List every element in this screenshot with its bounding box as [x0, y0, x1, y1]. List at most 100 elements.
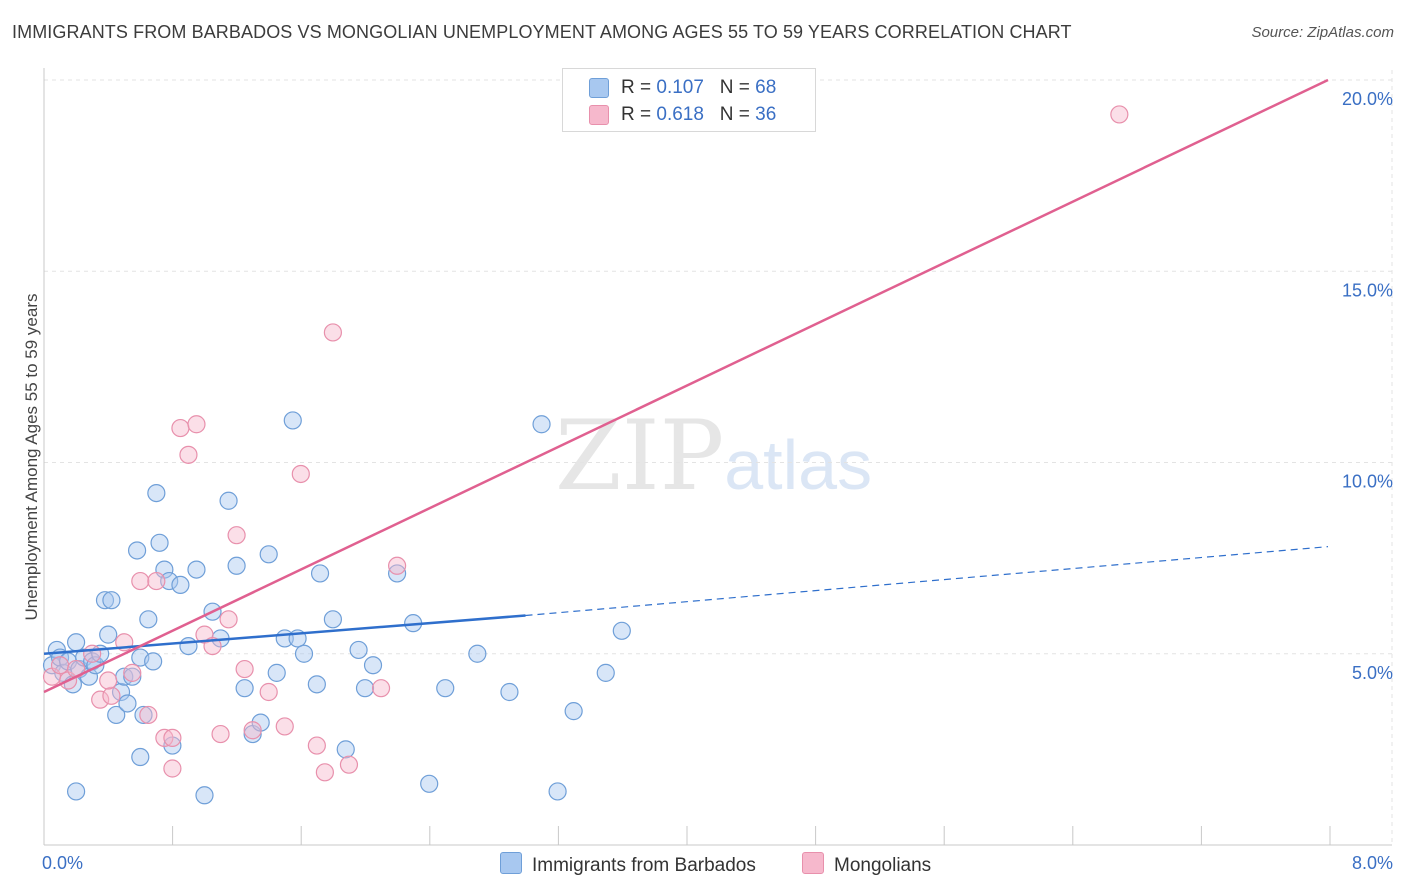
barbados-point — [259, 545, 278, 564]
barbados-point — [420, 774, 439, 793]
barbados-point — [219, 491, 238, 510]
mongolian-point — [123, 663, 142, 682]
barbados-point — [95, 591, 115, 610]
mongolian-point — [179, 445, 198, 464]
mongolian-point — [315, 763, 334, 782]
y-tick-label: 10.0% — [1342, 472, 1393, 492]
watermark: ZIPatlas — [555, 400, 872, 512]
x-tick-label: 8.0% — [1352, 853, 1393, 873]
bottom-legend-mongolians: Mongolians — [802, 852, 931, 877]
barbados-point — [111, 682, 131, 702]
mongolian-point — [291, 464, 310, 484]
barbados-point — [310, 564, 330, 583]
mongolian-point — [102, 686, 121, 705]
mongolian-point — [163, 759, 182, 778]
barbados-point — [336, 740, 355, 759]
mongolian-point — [339, 755, 359, 774]
y-tick-label: 15.0% — [1342, 280, 1393, 300]
mongolian-point — [219, 610, 238, 629]
barbados-point — [235, 679, 254, 698]
barbados-point — [355, 679, 375, 698]
mongolian-point — [50, 656, 70, 675]
barbados-point — [596, 663, 615, 682]
barbados-point — [500, 682, 519, 702]
mongolian-point — [91, 690, 110, 709]
mongolian-point — [235, 659, 254, 679]
mongolian-point — [388, 556, 407, 575]
y-axis-label: Unemployment Among Ages 55 to 59 years — [22, 294, 41, 621]
barbados-point — [227, 556, 246, 575]
barbados-point — [144, 652, 163, 671]
legend-n-value-barbados: 68 — [755, 77, 777, 98]
barbados-point — [147, 484, 166, 503]
barbados-point — [127, 541, 147, 560]
y-tick-label: 20.0% — [1342, 89, 1393, 109]
legend-r-value-mongolians: 0.618 — [656, 104, 704, 125]
barbados-point — [349, 640, 368, 660]
barbados-point — [102, 591, 121, 610]
barbados-point — [171, 575, 190, 595]
mongolian-point — [139, 705, 158, 725]
barbados-point — [187, 560, 206, 579]
barbados-point — [323, 610, 342, 629]
barbados-trend-line — [43, 614, 526, 655]
source-credit: Source: ZipAtlas.com — [1251, 24, 1394, 41]
barbados-trend-extension — [525, 546, 1329, 617]
legend-n-label: N = — [719, 77, 756, 98]
barbados-point — [118, 694, 137, 713]
mongolian-point — [147, 571, 166, 591]
barbados-point — [612, 621, 631, 640]
legend-r-label: R = — [621, 77, 657, 98]
barbados-point — [123, 667, 142, 686]
mongolian-point — [171, 418, 190, 438]
barbados-point — [363, 656, 383, 675]
barbados-point — [195, 786, 214, 805]
mongolian-point — [163, 728, 182, 748]
mongolian-point — [371, 679, 391, 698]
bottom-legend-label-mongolians: Mongolians — [834, 855, 932, 876]
mongolian-point — [1110, 105, 1129, 124]
correlation-legend: R = 0.107 N = 68 R = 0.618 N = 36 — [562, 68, 816, 132]
chart-title: IMMIGRANTS FROM BARBADOS VS MONGOLIAN UN… — [12, 22, 1072, 42]
mongolian-point — [99, 671, 118, 690]
legend-n-value-mongolians: 36 — [755, 104, 777, 125]
barbados-point — [267, 663, 286, 682]
barbados-point — [150, 533, 169, 552]
barbados-point — [66, 633, 86, 652]
mongolian-point — [227, 526, 246, 545]
mongolian-point — [259, 682, 278, 702]
barbados-point — [283, 411, 302, 430]
barbados-point — [139, 610, 158, 629]
legend-n-label: N = — [719, 104, 756, 125]
bottom-legend-barbados: Immigrants from Barbados — [500, 852, 756, 877]
watermark-zip: ZIP — [555, 400, 725, 512]
barbados-point — [388, 564, 407, 583]
bottom-legend-swatch-barbados — [500, 852, 522, 874]
mongolian-point — [307, 736, 326, 755]
mongolian-point — [187, 415, 206, 434]
barbados-point — [532, 415, 551, 434]
barbados-point — [294, 644, 314, 663]
barbados-point — [548, 782, 567, 801]
legend-r-label: R = — [621, 104, 657, 125]
barbados-point — [564, 702, 583, 721]
barbados-point — [99, 625, 118, 644]
mongolian-trend-line — [43, 78, 1329, 694]
mongolian-point — [323, 323, 342, 342]
watermark-atlas: atlas — [724, 426, 873, 504]
barbados-point — [107, 705, 126, 725]
mongolian-point — [131, 571, 150, 591]
barbados-point — [160, 571, 179, 591]
barbados-point — [436, 679, 455, 698]
mongolian-point — [211, 724, 230, 744]
barbados-point — [468, 644, 487, 663]
barbados-point — [134, 705, 153, 725]
x-tick-label: 0.0% — [42, 853, 83, 873]
barbados-point — [179, 636, 198, 656]
legend-swatch-barbados — [589, 78, 609, 98]
legend-swatch-mongolians — [589, 105, 609, 125]
mongolian-point — [275, 717, 294, 736]
barbados-point — [66, 782, 86, 801]
y-tick-label: 5.0% — [1352, 663, 1393, 683]
